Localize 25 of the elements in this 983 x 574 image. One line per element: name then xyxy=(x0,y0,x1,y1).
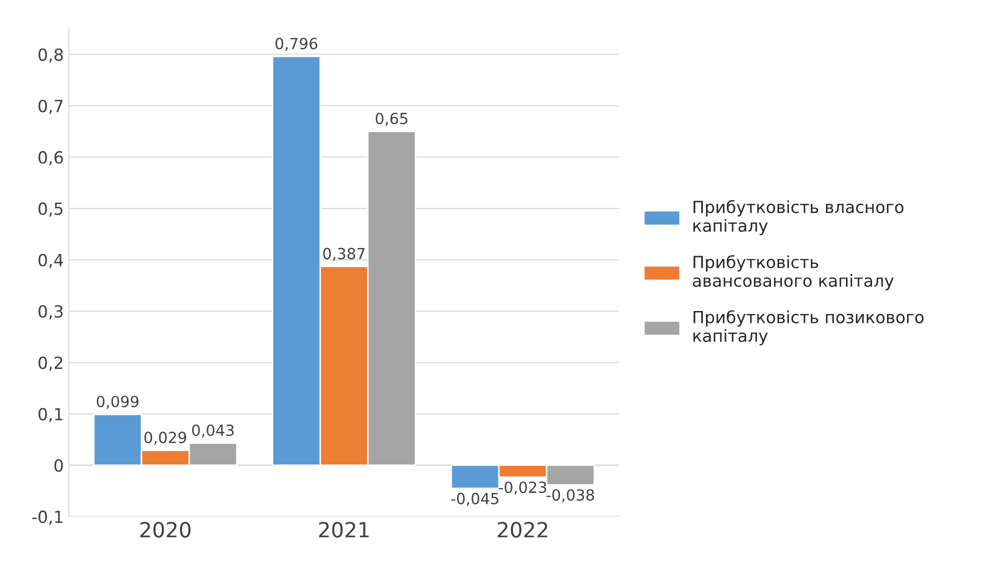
y-tick-label: 0,7 xyxy=(38,100,63,114)
y-tick-label: 0,5 xyxy=(38,202,62,217)
y-tick-label: 0,2 xyxy=(38,356,62,371)
data-label: 0,65 xyxy=(376,112,408,126)
legend-label: Прибутковість власного капіталу xyxy=(693,200,904,236)
y-tick-label: 0,4 xyxy=(38,254,64,268)
y-tick-label: 0,6 xyxy=(38,151,63,166)
data-label: -0,045 xyxy=(451,492,498,506)
y-tick-label: 0 xyxy=(54,459,63,472)
y-tick-label: 0,3 xyxy=(38,305,63,320)
legend-label: Прибутковість авансованого капіталу xyxy=(692,255,894,290)
x-tick-label: 2020 xyxy=(140,522,190,538)
legend-label: Прибутковість позикового капіталу xyxy=(693,310,924,346)
x-tick-label: 2021 xyxy=(319,522,369,538)
x-tick-label: 2022 xyxy=(498,522,548,538)
y-tick-label: 0,1 xyxy=(38,408,62,422)
data-label: -0,023 xyxy=(498,481,546,495)
data-label: -0,038 xyxy=(546,489,594,502)
data-label: 0,029 xyxy=(144,432,186,445)
data-label: 0,387 xyxy=(323,248,365,261)
data-label: 0,099 xyxy=(96,396,138,409)
y-tick-label: 0,8 xyxy=(38,48,63,63)
y-tick-label: -0,1 xyxy=(32,510,62,525)
data-label: 0,796 xyxy=(276,38,318,51)
data-label: 0,043 xyxy=(192,424,234,438)
